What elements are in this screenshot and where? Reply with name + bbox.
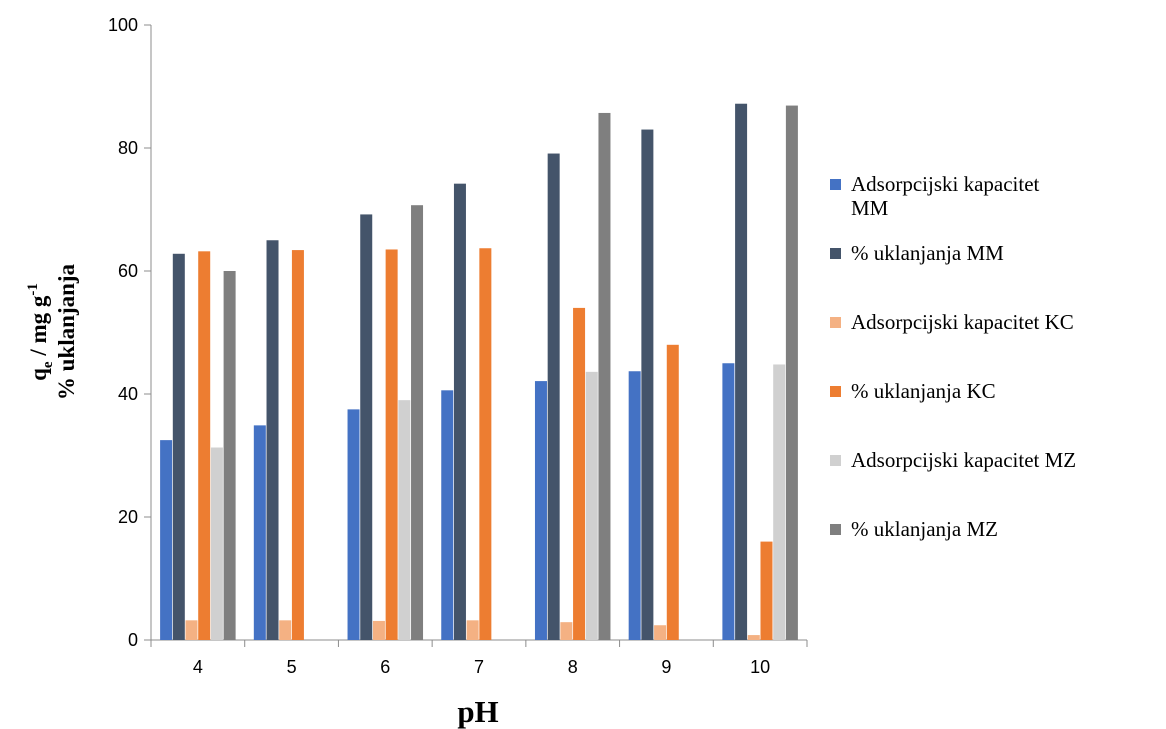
bar bbox=[291, 250, 304, 640]
legend-label: % uklanjanja MM bbox=[851, 241, 1004, 265]
y-axis-label-q: q bbox=[26, 368, 51, 381]
x-tick-label: 5 bbox=[287, 657, 297, 677]
bar bbox=[441, 390, 454, 640]
legend-swatch bbox=[830, 317, 841, 328]
bar bbox=[360, 214, 373, 641]
x-tick-label: 10 bbox=[750, 657, 770, 677]
y-tick-label: 80 bbox=[118, 138, 138, 158]
legend-swatch bbox=[830, 386, 841, 397]
bars bbox=[160, 103, 798, 641]
legend-label: Adsorpcijski kapacitet bbox=[851, 172, 1040, 196]
bar bbox=[735, 103, 748, 641]
legend-label: MM bbox=[851, 196, 889, 220]
legend-label: % uklanjanja KC bbox=[851, 379, 996, 403]
bar bbox=[666, 344, 679, 640]
svg-text:qe / mg g-1: qe / mg g-1 bbox=[25, 283, 56, 381]
bar bbox=[598, 112, 611, 640]
bar bbox=[372, 620, 385, 640]
bar bbox=[223, 271, 236, 640]
y-axis-label-unit: / mg g bbox=[26, 295, 51, 361]
legend-label: Adsorpcijski kapacitet MZ bbox=[851, 448, 1076, 472]
bar bbox=[722, 363, 735, 640]
y-axis-label: qe / mg g-1 % uklanjanja bbox=[25, 263, 79, 400]
x-axis-label: pH bbox=[457, 694, 498, 729]
bar bbox=[210, 447, 223, 640]
bar bbox=[411, 205, 424, 640]
bar bbox=[160, 440, 173, 640]
bar bbox=[279, 620, 292, 640]
bar bbox=[573, 307, 586, 640]
legend-label: Adsorpcijski kapacitet KC bbox=[851, 310, 1074, 334]
bar bbox=[628, 371, 641, 640]
bar bbox=[479, 248, 492, 640]
bar bbox=[534, 381, 547, 640]
y-tick-label: 60 bbox=[118, 261, 138, 281]
bar bbox=[198, 251, 211, 640]
axes bbox=[144, 24, 808, 647]
bar bbox=[266, 240, 279, 640]
bar bbox=[466, 620, 479, 640]
bar bbox=[654, 625, 667, 640]
x-tick-label: 7 bbox=[474, 657, 484, 677]
bar bbox=[185, 620, 198, 640]
y-tick-label: 20 bbox=[118, 507, 138, 527]
legend-swatch bbox=[830, 179, 841, 190]
bar bbox=[385, 249, 398, 640]
bar bbox=[253, 425, 266, 640]
x-tick-label: 6 bbox=[380, 657, 390, 677]
bar bbox=[453, 183, 466, 641]
bar bbox=[398, 400, 411, 640]
bar bbox=[747, 635, 760, 640]
y-tick-label: 0 bbox=[128, 630, 138, 650]
bar bbox=[773, 364, 786, 640]
y-axis-label-line2: % uklanjanja bbox=[54, 263, 79, 400]
legend-label: % uklanjanja MZ bbox=[851, 517, 998, 541]
legend-swatch bbox=[830, 455, 841, 466]
bar bbox=[347, 409, 360, 640]
y-tick-label: 100 bbox=[108, 15, 138, 35]
x-tick-label: 8 bbox=[568, 657, 578, 677]
tick-labels: 0 20 40 60 80 100 4 5 6 7 8 9 10 bbox=[108, 15, 770, 677]
legend-swatch bbox=[830, 248, 841, 259]
x-tick-label: 9 bbox=[661, 657, 671, 677]
bar bbox=[785, 105, 798, 640]
y-axis-label-subscript: e bbox=[40, 361, 56, 368]
bar bbox=[172, 253, 185, 640]
y-tick-label: 40 bbox=[118, 384, 138, 404]
bar bbox=[641, 129, 654, 641]
legend-swatch bbox=[830, 524, 841, 535]
bar bbox=[760, 541, 773, 640]
x-tick-label: 4 bbox=[193, 657, 203, 677]
y-axis-label-superscript: -1 bbox=[25, 283, 41, 296]
bar bbox=[547, 153, 560, 640]
bar bbox=[560, 622, 573, 640]
bar bbox=[585, 371, 598, 640]
